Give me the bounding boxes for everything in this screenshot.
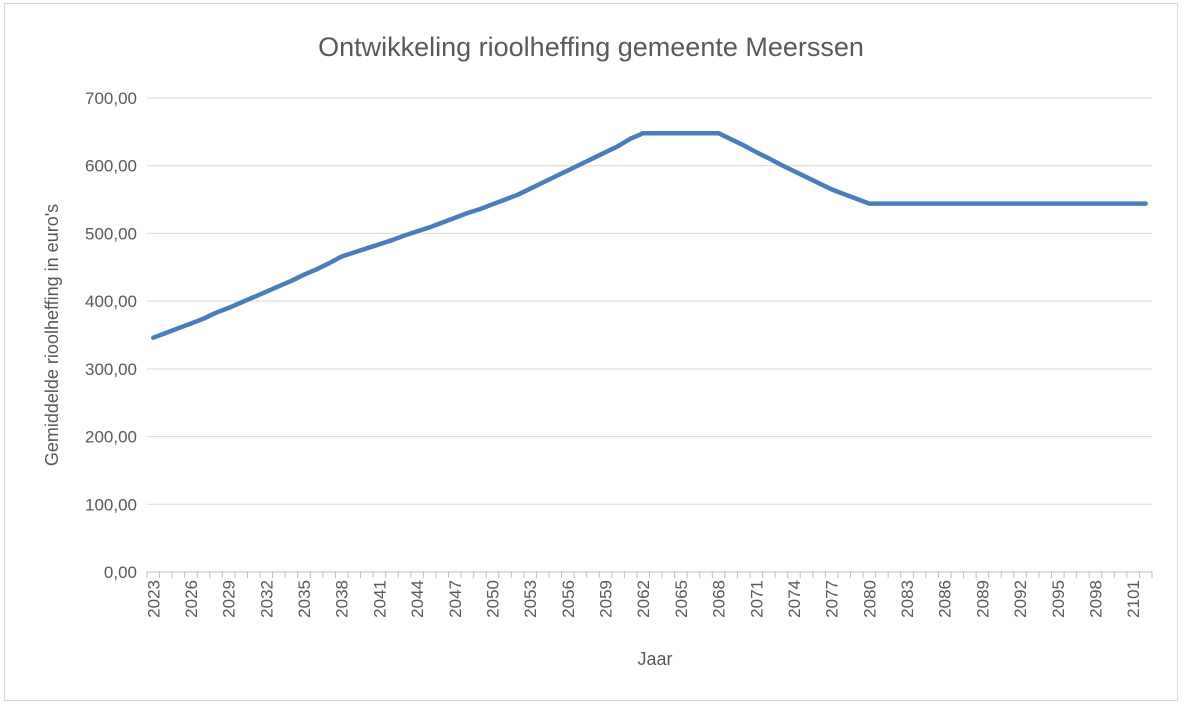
x-tick-label: 2035 bbox=[295, 580, 314, 618]
x-tick-label: 2086 bbox=[936, 580, 955, 618]
chart-title: Ontwikkeling rioolheffing gemeente Meers… bbox=[318, 32, 864, 62]
y-tick-label: 200,00 bbox=[85, 428, 137, 447]
y-tick-label: 500,00 bbox=[85, 224, 137, 243]
y-tick-label: 0,00 bbox=[104, 563, 137, 582]
x-tick-label: 2092 bbox=[1011, 580, 1030, 618]
x-tick-label: 2044 bbox=[408, 580, 427, 618]
x-tick-label: 2071 bbox=[747, 580, 766, 618]
x-tick-label: 2056 bbox=[559, 580, 578, 618]
x-tick-label: 2062 bbox=[634, 580, 653, 618]
x-tick-label: 2065 bbox=[672, 580, 691, 618]
x-tick-label: 2041 bbox=[370, 580, 389, 618]
gridlines bbox=[147, 97, 1152, 505]
y-tick-label: 100,00 bbox=[85, 495, 137, 514]
series-layer bbox=[151, 130, 1148, 340]
x-tick-label: 2083 bbox=[898, 580, 917, 618]
x-tick-label: 2029 bbox=[220, 580, 239, 618]
x-tick-label: 2077 bbox=[823, 580, 842, 618]
y-tick-label: 400,00 bbox=[85, 292, 137, 311]
chart-frame bbox=[4, 3, 1178, 701]
x-tick-label: 2089 bbox=[973, 580, 992, 618]
y-axis-title: Gemiddelde rioolheffing in euro's bbox=[42, 204, 62, 466]
x-tick-label: 2023 bbox=[144, 580, 163, 618]
x-axis-title: Jaar bbox=[637, 649, 672, 669]
x-tick-label: 2047 bbox=[446, 580, 465, 618]
x-axis-tick-labels: 2023 2026 2029 2032 2035 2038 2041 2044 2047 2050… bbox=[144, 580, 1143, 618]
y-tick-label: 600,00 bbox=[85, 157, 137, 176]
x-tick-label: 2068 bbox=[710, 580, 729, 618]
y-tick-label: 300,00 bbox=[85, 360, 137, 379]
x-tick-label: 2095 bbox=[1049, 580, 1068, 618]
x-axis bbox=[146, 571, 1153, 578]
x-tick-label: 2050 bbox=[483, 580, 502, 618]
x-tick-label: 2026 bbox=[182, 580, 201, 618]
x-tick-label: 2074 bbox=[785, 580, 804, 618]
x-tick-label: 2038 bbox=[333, 580, 352, 618]
x-tick-label: 2080 bbox=[860, 580, 879, 618]
y-axis-tick-labels: 0,00 100,00 200,00 300,00 400,00 500,00 600,00… bbox=[85, 89, 137, 582]
x-tick-label: 2059 bbox=[597, 580, 616, 618]
x-tick-label: 2098 bbox=[1086, 580, 1105, 618]
x-tick-label: 2032 bbox=[257, 580, 276, 618]
y-tick-label: 700,00 bbox=[85, 89, 137, 108]
x-tick-label: 2053 bbox=[521, 580, 540, 618]
series-line bbox=[151, 130, 1148, 340]
x-tick-label: 2101 bbox=[1124, 580, 1143, 618]
